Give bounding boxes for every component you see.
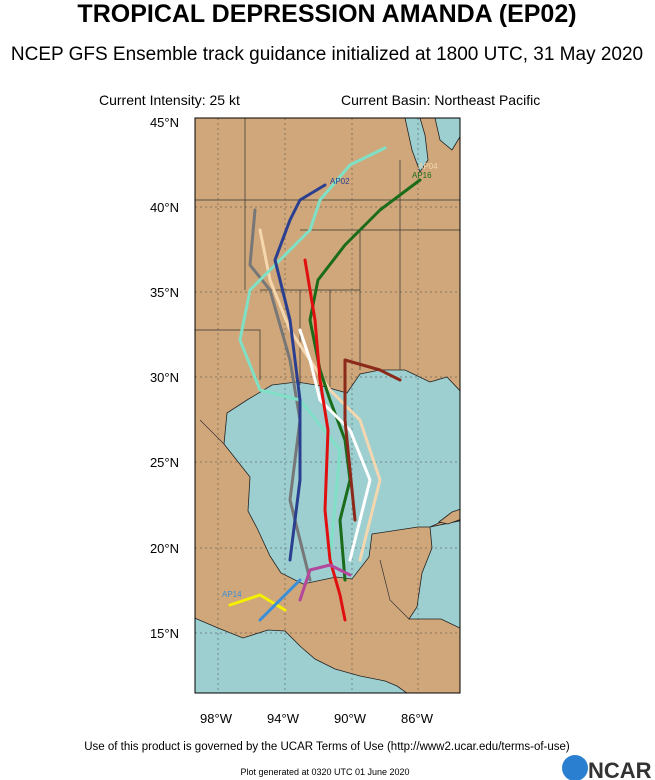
track-label: AP02 bbox=[330, 177, 350, 186]
lon-label: 86°W bbox=[401, 711, 434, 726]
track bbox=[238, 146, 387, 562]
grid bbox=[195, 118, 460, 693]
lat-label: 25°N bbox=[150, 455, 179, 470]
track-label: AP16 bbox=[412, 171, 432, 180]
lake-michigan bbox=[404, 118, 429, 173]
terms: Use of this product is governed by the U… bbox=[84, 741, 570, 753]
pacific bbox=[195, 617, 408, 693]
subtitle: NCEP GFS Ensemble track guidance initial… bbox=[11, 44, 643, 65]
lake-huron bbox=[434, 118, 460, 151]
track bbox=[303, 258, 347, 622]
lat-label: 45°N bbox=[150, 115, 179, 130]
logo-mark bbox=[562, 755, 588, 780]
track bbox=[298, 563, 352, 602]
lon-label: 90°W bbox=[334, 711, 367, 726]
tracks bbox=[228, 146, 422, 622]
map-frame bbox=[194, 117, 461, 694]
track bbox=[248, 208, 312, 582]
track-label: AP14 bbox=[222, 590, 242, 599]
lat-labels: 45°N 40°N 35°N 30°N 25°N 20°N 15°N bbox=[150, 115, 179, 641]
track bbox=[298, 328, 372, 562]
lat-label: 40°N bbox=[150, 200, 179, 215]
lat-label: 20°N bbox=[150, 541, 179, 556]
basin: Current Basin: Northeast Pacific bbox=[341, 92, 540, 108]
lat-label: 30°N bbox=[150, 370, 179, 385]
lon-label: 98°W bbox=[200, 711, 233, 726]
lon-label: 94°W bbox=[267, 711, 300, 726]
logo: NCAR bbox=[588, 758, 652, 780]
generated: Plot generated at 0320 UTC 01 June 2020 bbox=[240, 767, 409, 777]
track bbox=[343, 358, 402, 522]
title: TROPICAL DEPRESSION AMANDA (EP02) bbox=[77, 0, 576, 28]
caribbean bbox=[408, 520, 460, 629]
intensity: Current Intensity: 25 kt bbox=[99, 92, 240, 108]
lat-label: 35°N bbox=[150, 285, 179, 300]
lon-labels: 98°W 94°W 90°W 86°W bbox=[200, 711, 434, 726]
track-label: AP04 bbox=[418, 162, 438, 171]
map: AP02 AP04 AP16 AP14 bbox=[195, 118, 460, 693]
cuba bbox=[438, 508, 460, 525]
track bbox=[258, 228, 382, 562]
track bbox=[273, 183, 327, 562]
lat-label: 15°N bbox=[150, 626, 179, 641]
track bbox=[258, 578, 302, 622]
